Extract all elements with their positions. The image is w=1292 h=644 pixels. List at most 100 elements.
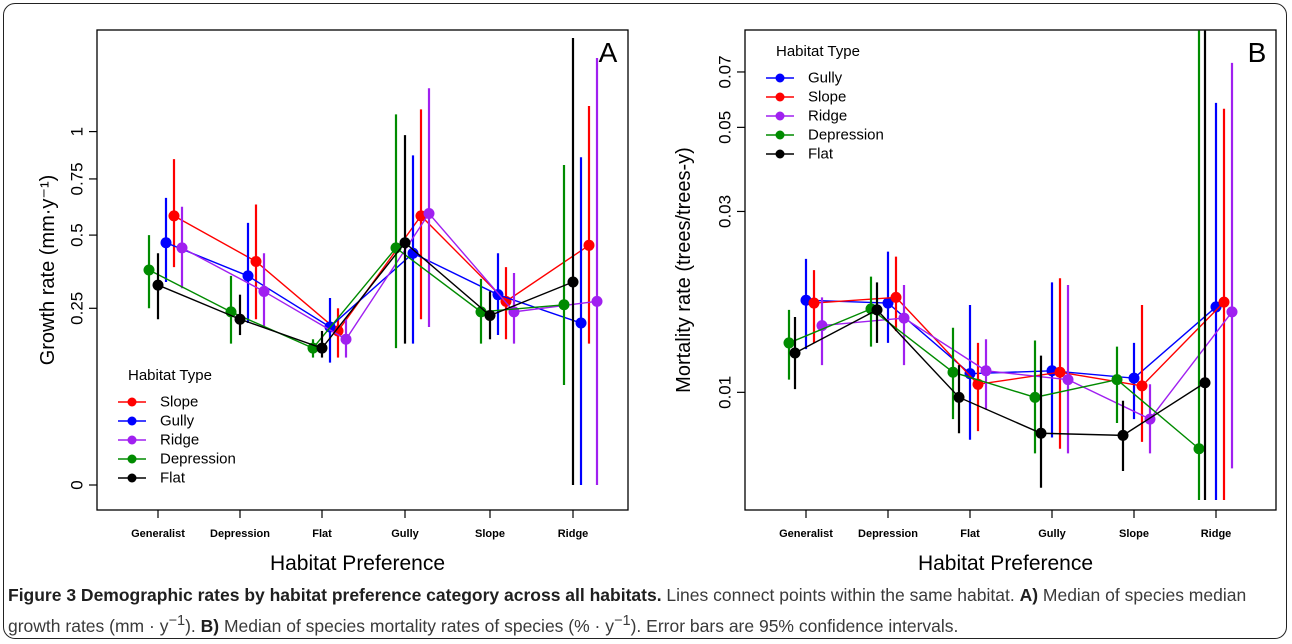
panel-b-point-flat xyxy=(953,391,965,403)
panel-a-y-tick-label: 0 xyxy=(68,480,87,489)
panel-b-x-tick-label: Depression xyxy=(858,528,918,540)
panel-a-point-gully xyxy=(242,270,254,282)
panel-a-point-depression xyxy=(558,299,570,311)
panel-b-legend-marker xyxy=(775,130,785,140)
panel-a-x-tick-label: Generalist xyxy=(131,528,185,540)
panel-a-legend-title: Habitat Type xyxy=(128,367,212,384)
panel-b-x-axis-label: Habitat Preference xyxy=(918,552,1093,575)
caption-text-4: Median of species mortality rates of spe… xyxy=(219,615,614,636)
panel-b-point-flat xyxy=(1117,429,1129,441)
panel-b-y-tick-label: 0.01 xyxy=(716,376,735,409)
panel-a-point-depression xyxy=(143,264,155,276)
panel-a-y-tick-label: 0.75 xyxy=(68,162,87,195)
panel-b-x-tick-label: Flat xyxy=(960,528,980,540)
caption-title: Figure 3 Demographic rates by habitat pr… xyxy=(8,585,662,605)
panel-b-y-axis-label: Mortality rate (trees/trees-y) xyxy=(673,147,695,393)
panel-a-point-flat xyxy=(567,276,579,288)
panel-b-legend-label: Flat xyxy=(808,146,834,163)
panel-a-legend-marker xyxy=(127,416,137,426)
panel-a-line-depression xyxy=(148,246,565,349)
panel-b-letter: B xyxy=(1248,37,1267,68)
panel-a-x-tick-label: Slope xyxy=(475,528,505,540)
panel-a-y-tick-label: 0.5 xyxy=(68,223,87,247)
panel-b-x-tick-label: Gully xyxy=(1038,528,1066,540)
panel-b-point-gully xyxy=(882,297,894,309)
panel-a-point-flat xyxy=(399,237,411,249)
panel-a-legend-marker xyxy=(127,454,137,464)
panel-a-point-gully xyxy=(160,237,172,249)
panel-b-point-flat xyxy=(1035,427,1047,439)
panel-b-point-ridge xyxy=(1062,374,1074,386)
panel-b-plot-border xyxy=(744,29,1277,511)
panel-a-plot-border xyxy=(96,29,629,511)
panel-b-line-flat xyxy=(794,309,1206,437)
panel-a-legend-marker xyxy=(127,397,137,407)
panel-a-legend-label: Gully xyxy=(160,413,195,430)
panel-a-y-tick-label: 1 xyxy=(68,127,87,136)
panel-b-point-depression xyxy=(947,366,959,378)
panel-b-y-tick-label: 0.03 xyxy=(716,195,735,228)
panel-b-point-gully xyxy=(1128,372,1140,384)
figure-caption: Figure 3 Demographic rates by habitat pr… xyxy=(8,582,1280,639)
figure-frame xyxy=(3,3,1287,639)
caption-sup-a: −1 xyxy=(168,613,186,629)
caption-text-5: ). Error bars are 95% confidence interva… xyxy=(630,615,959,636)
panel-b-point-depression xyxy=(1193,443,1205,455)
panel-a-point-gully xyxy=(407,247,419,259)
panel-b-legend-label: Ridge xyxy=(808,108,847,125)
panel-b-point-ridge xyxy=(1226,306,1238,318)
caption-text-1: Lines connect points within the same hab… xyxy=(661,585,1020,605)
panel-b-point-flat xyxy=(789,347,801,359)
caption-sup-b: −1 xyxy=(613,613,631,629)
panel-b-point-gully xyxy=(1210,301,1222,313)
panel-b-point-flat xyxy=(871,304,883,316)
panel-b-point-slope xyxy=(1218,296,1230,308)
caption-label-a: A) xyxy=(1019,585,1039,605)
panel-a-letter: A xyxy=(599,37,618,68)
panel-a-line-slope xyxy=(173,214,590,332)
panel-a-line-flat xyxy=(157,241,574,349)
panel-a-point-flat xyxy=(484,310,496,322)
caption-text-2: Median of species median growth rates (m… xyxy=(8,585,1247,636)
panel-a-y-tick-label: 0.25 xyxy=(68,292,87,325)
panel-b-x-tick-label: Generalist xyxy=(779,528,833,540)
panel-a-legend-label: Flat xyxy=(160,470,186,487)
panel-b-point-slope xyxy=(1054,366,1066,378)
panel-b-x-tick-label: Slope xyxy=(1119,528,1149,540)
panel-b-line-ridge xyxy=(821,311,1233,420)
panel-b-point-depression xyxy=(1111,374,1123,386)
panel-a-y-axis-label: Growth rate (mm·y⁻¹) xyxy=(37,175,59,366)
panel-b-legend-marker xyxy=(775,92,785,102)
panel-a-point-flat xyxy=(152,279,164,291)
panel-a-point-ridge xyxy=(340,333,352,345)
panel-a-legend-label: Ridge xyxy=(160,432,199,449)
panel-b-x-tick-label: Ridge xyxy=(1201,528,1232,540)
panel-a-point-slope xyxy=(250,255,262,267)
panel-a-line-gully xyxy=(165,242,582,328)
panel-a-point-flat xyxy=(316,342,328,354)
panel-a-point-gully xyxy=(575,317,587,329)
panel-b-point-depression xyxy=(783,337,795,349)
panel-a-point-flat xyxy=(234,313,246,325)
panel-b-line-slope xyxy=(813,296,1225,387)
panel-a-x-tick-label: Gully xyxy=(391,528,419,540)
panel-b-y-tick-label: 0.07 xyxy=(716,55,735,88)
panel-b-point-slope xyxy=(890,291,902,303)
panel-b-legend-label: Gully xyxy=(808,70,843,87)
panel-b-legend-marker xyxy=(775,149,785,159)
panel-b-point-ridge xyxy=(980,365,992,377)
caption-text-3: ). xyxy=(185,615,201,636)
panel-a-point-slope xyxy=(168,210,180,222)
panel-b-legend-title: Habitat Type xyxy=(776,43,860,60)
panel-a-point-depression xyxy=(475,306,487,318)
panel-b-legend-label: Slope xyxy=(808,89,846,106)
panel-a-x-tick-label: Flat xyxy=(312,528,332,540)
panel-b-y-tick-label: 0.05 xyxy=(716,111,735,144)
panel-b-line-gully xyxy=(805,299,1217,379)
panel-b-point-ridge xyxy=(898,312,910,324)
panel-b-point-slope xyxy=(808,297,820,309)
panel-a-legend-marker xyxy=(127,473,137,483)
panel-b-point-slope xyxy=(972,378,984,390)
panel-a-legend-marker xyxy=(127,435,137,445)
